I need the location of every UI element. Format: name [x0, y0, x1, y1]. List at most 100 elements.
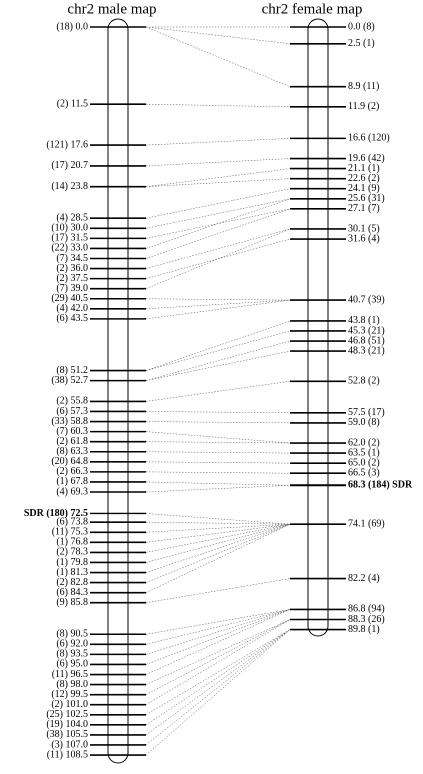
male-label: (2) 78.3 — [56, 547, 88, 558]
female-label: 63.5 (1) — [348, 447, 380, 458]
male-label: (1) 67.8 — [56, 476, 88, 487]
male-label: (22) 33.0 — [51, 243, 88, 254]
link — [145, 298, 291, 301]
male-label: (8) 98.0 — [56, 679, 88, 690]
male-label: (12) 99.5 — [51, 689, 88, 700]
link — [145, 441, 291, 444]
male-label: (17) 31.5 — [51, 233, 88, 244]
male-label: (2) 101.0 — [51, 699, 88, 710]
link — [145, 619, 291, 705]
male-label: (4) 42.0 — [56, 303, 88, 314]
link — [145, 188, 291, 219]
link — [145, 461, 291, 464]
female-label: 31.6 (4) — [348, 233, 380, 244]
link — [145, 158, 291, 167]
female-label: 24.1 (9) — [348, 183, 380, 194]
link — [145, 523, 291, 543]
male-label: (2) 11.5 — [57, 98, 88, 109]
female-label: 68.3 (184) SDR — [348, 480, 413, 491]
female-label: 62.0 (2) — [348, 437, 380, 448]
female-label: 65.0 (2) — [348, 457, 380, 468]
male-label: (29) 40.5 — [51, 293, 88, 304]
link — [145, 299, 291, 310]
link — [145, 619, 291, 685]
link — [145, 431, 291, 444]
female-label: 52.8 (2) — [348, 376, 380, 387]
female-label: 57.5 (17) — [348, 407, 385, 418]
female-label: 30.1 (5) — [348, 223, 380, 234]
link — [145, 523, 291, 553]
male-label: (2) 82.8 — [56, 577, 88, 588]
link — [145, 471, 291, 474]
male-label: (6) 84.3 — [56, 587, 88, 598]
female-label: 45.3 (21) — [348, 325, 385, 336]
male-label: (6) 43.5 — [56, 313, 88, 324]
female-label: 89.8 (1) — [348, 624, 380, 635]
link — [145, 26, 291, 87]
female-label: 40.7 (39) — [348, 294, 385, 305]
male-label: (11) 75.3 — [52, 527, 88, 538]
link — [145, 523, 291, 533]
female-label: 43.8 (1) — [348, 315, 380, 326]
male-label: (1) 81.3 — [56, 567, 88, 578]
male-label: (33) 58.8 — [51, 416, 88, 427]
female-label: 48.3 (21) — [348, 345, 385, 356]
link — [145, 629, 291, 746]
male-label: (2) 55.8 — [56, 396, 88, 407]
link — [145, 350, 291, 381]
male-label: (25) 102.5 — [46, 709, 88, 720]
link — [145, 198, 291, 229]
female-label: 8.9 (11) — [348, 81, 379, 92]
link — [145, 421, 291, 424]
link — [145, 103, 291, 108]
female-label: 16.6 (120) — [348, 133, 390, 144]
link — [145, 228, 291, 289]
link — [145, 629, 291, 726]
male-label: (3) 107.0 — [51, 739, 88, 750]
female-label: 19.6 (42) — [348, 153, 385, 164]
male-label: (18) 0.0 — [56, 21, 88, 32]
link — [145, 609, 291, 655]
link — [145, 485, 291, 493]
link — [145, 521, 291, 525]
male-label: (20) 64.8 — [51, 456, 88, 467]
male-label: (1) 79.8 — [56, 557, 88, 568]
link — [145, 629, 291, 715]
male-label: (38) 52.7 — [51, 375, 88, 386]
link — [145, 320, 291, 371]
link — [145, 609, 291, 665]
male-label: (7) 34.5 — [56, 253, 88, 264]
link — [145, 629, 291, 736]
female-label: 82.2 (4) — [348, 573, 380, 584]
female-label: 46.8 (51) — [348, 335, 385, 346]
male-label: (17) 20.7 — [51, 160, 88, 171]
female-chromosome — [307, 18, 329, 637]
male-label: (8) 90.5 — [56, 629, 88, 640]
male-label: (2) 61.8 — [56, 436, 88, 447]
female-label: 74.1 (69) — [348, 519, 385, 530]
male-label: (2) 36.0 — [56, 263, 88, 274]
link — [145, 609, 291, 645]
link — [145, 178, 291, 187]
male-label: (2) 66.3 — [56, 466, 88, 477]
male-label: (6) 95.0 — [56, 659, 88, 670]
link — [145, 451, 291, 454]
link — [145, 138, 291, 146]
male-label: (8) 93.5 — [56, 649, 88, 660]
link — [145, 523, 291, 583]
male-label: (1) 76.8 — [56, 537, 88, 548]
link — [145, 208, 291, 259]
male-label: (11) 108.5 — [47, 749, 88, 760]
link — [145, 411, 291, 414]
male-label: (2) 37.5 — [56, 273, 88, 284]
male-label: (6) 73.8 — [56, 516, 88, 527]
male-label: (121) 17.6 — [46, 139, 88, 150]
link — [145, 609, 291, 675]
male-label: (4) 28.5 — [56, 213, 88, 224]
link — [145, 228, 291, 269]
female-label: 25.6 (31) — [348, 193, 385, 204]
female-label: 86.8 (94) — [348, 604, 385, 615]
link — [145, 381, 291, 402]
